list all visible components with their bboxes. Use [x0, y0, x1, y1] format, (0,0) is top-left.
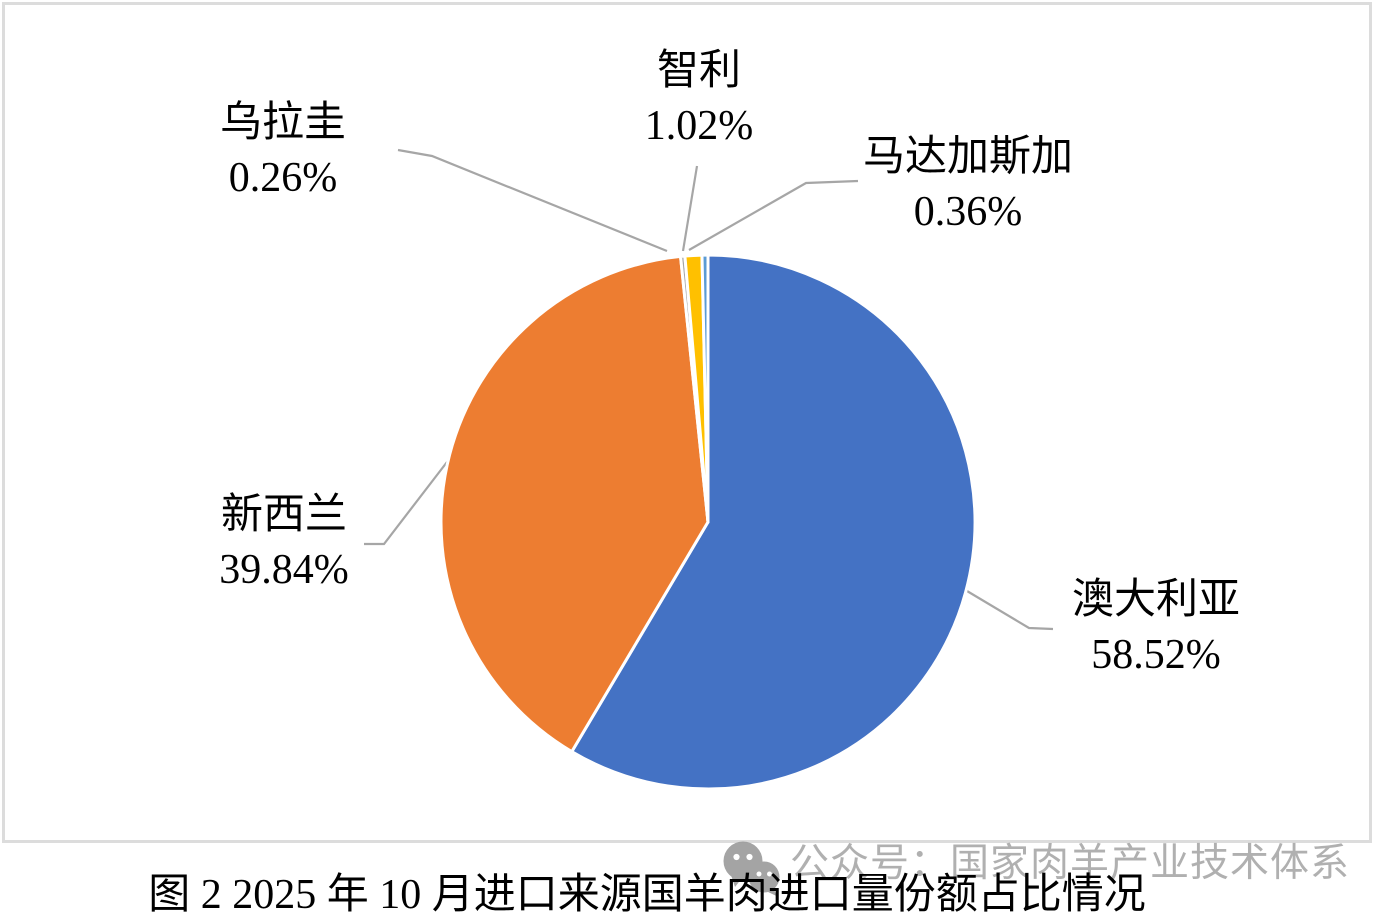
leader-line-3: [364, 461, 448, 546]
watermark: 公众号：国家肉羊产业技术体系: [720, 836, 1350, 898]
label-newzealand-name: 新西兰: [220, 492, 347, 538]
watermark-text: 公众号：国家肉羊产业技术体系: [790, 842, 1351, 885]
label-australia-value: 58.52%: [1091, 632, 1221, 679]
leader-line-4: [966, 590, 1054, 631]
label-uruguay: 乌拉圭 0.26%: [220, 96, 346, 207]
leader-line-1: [397, 148, 668, 253]
label-chile-value: 1.02%: [644, 103, 754, 150]
label-madagascar: 马达加斯加 0.36%: [863, 130, 1073, 241]
pie-slice-australia: [570, 253, 977, 791]
label-australia: 澳大利亚 58.52%: [1072, 573, 1240, 684]
label-australia-name: 澳大利亚: [1071, 577, 1241, 623]
label-uruguay-value: 0.26%: [228, 155, 338, 202]
label-chile: 智利 1.02%: [645, 44, 754, 155]
label-madagascar-value: 0.36%: [913, 189, 1023, 236]
wechat-icon: [723, 841, 780, 897]
label-newzealand-value: 39.84%: [219, 547, 349, 594]
label-madagascar-name: 马达加斯加: [862, 134, 1074, 180]
leader-line-2: [688, 179, 859, 251]
leader-line-0: [681, 165, 699, 252]
label-newzealand: 新西兰 39.84%: [219, 488, 349, 599]
figure-caption: 图 2 2025 年 10 月进口来源国羊肉进口量份额占比情况: [148, 872, 1146, 918]
label-chile-name: 智利: [656, 48, 741, 94]
pie-slice-newzealand: [439, 254, 710, 754]
pie-slice-madagascar: [700, 253, 710, 524]
label-uruguay-name: 乌拉圭: [219, 100, 347, 146]
